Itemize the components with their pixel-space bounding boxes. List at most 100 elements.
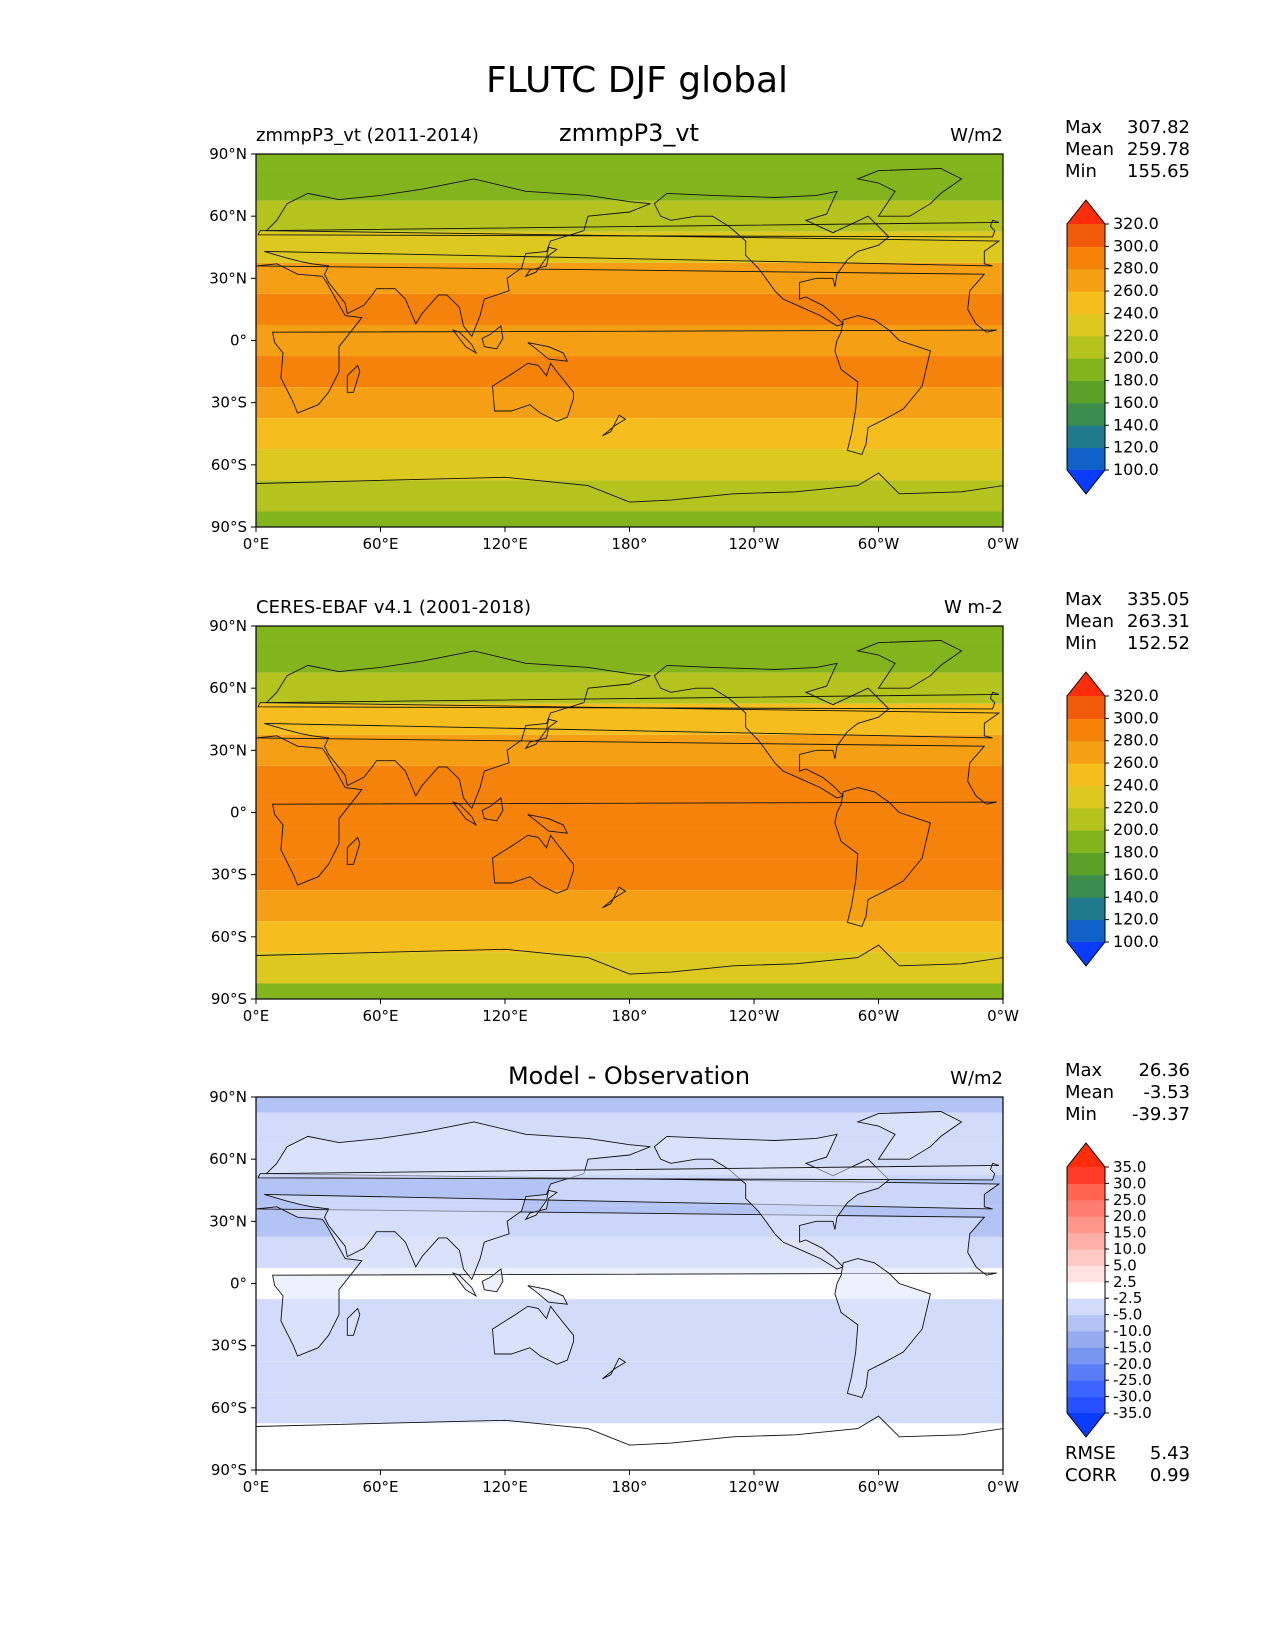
lon-tick-label: 0°E [243,1478,270,1496]
lon-tick-label: 120°W [729,1007,780,1025]
colorbar-segment [1067,402,1105,426]
colorbar-label: 35.0 [1113,1158,1146,1176]
colorbar-segment [1067,919,1105,943]
lat-tick-label: 90°N [209,1088,247,1106]
colorbar-label: 300.0 [1113,236,1159,255]
lat-tick-label: 90°S [211,1461,247,1479]
zonal-band [256,387,1003,419]
lat-tick-label: 60°S [211,928,247,946]
colorbar-segment [1067,335,1105,359]
lat-tick-label: 60°N [209,679,247,697]
lon-tick-label: 0°E [243,1007,270,1025]
colorbar-label: 320.0 [1113,214,1159,233]
colorbar-segment [1067,785,1105,809]
figure-title: FLUTC DJF global [486,60,788,101]
stat-label: Min [1065,161,1097,182]
stat-value: 263.31 [1127,611,1190,632]
continent-madagascar [346,836,361,865]
lat-tick-label: 30°N [209,269,247,287]
continent-europe-asia [264,650,1001,810]
colorbar-segment [1067,807,1105,831]
continent-new-guinea [527,342,569,362]
stat-label: Max [1065,117,1103,138]
stat-label: Mean [1065,1082,1114,1103]
coastlines [255,168,1004,528]
colorbar-segment [1067,246,1105,270]
continent-australia [492,1305,574,1365]
lon-tick-label: 0°W [987,1007,1019,1025]
stat-value: 0.99 [1150,1465,1190,1486]
zonal-band [256,921,1003,953]
colorbar-segment [1067,1380,1105,1398]
colorbar-label: 260.0 [1113,281,1159,300]
continent-uk [257,1162,1000,1181]
stat-label: Mean [1065,139,1114,160]
stat-value: 5.43 [1150,1443,1190,1464]
colorbar-label: 30.0 [1113,1174,1146,1192]
colorbar-label: 140.0 [1113,415,1159,434]
stat-value: 335.05 [1127,589,1190,610]
colorbar-segment [1067,1281,1105,1299]
continent-new-zealand [602,1357,627,1380]
lat-tick-label: 30°S [211,394,247,412]
stat-value: -39.37 [1132,1104,1190,1125]
lon-tick-label: 120°E [482,535,528,553]
panel-left-title: zmmpP3_vt (2011-2014) [256,125,479,146]
continent-south-america [834,787,931,928]
continent-japan [524,1189,558,1221]
continent-madagascar [346,364,361,393]
continent-south-america [834,1258,931,1399]
colorbar-extend-min [1067,470,1105,494]
colorbar-label: 100.0 [1113,932,1159,951]
colorbar-label: -35.0 [1113,1404,1152,1422]
continent-africa [255,735,997,886]
zonal-band [256,796,1003,829]
continent-greenland [856,168,963,217]
lon-tick-label: 120°W [729,1478,780,1496]
continent-greenland [856,640,963,689]
lon-tick-label: 60°E [362,535,398,553]
colorbar-segment [1067,830,1105,854]
colorbar-extend-max [1067,1143,1105,1167]
continent-south-america [834,315,931,456]
colorbar-label: 120.0 [1113,438,1159,457]
colorbar-segment [1067,852,1105,876]
colorbar-segment [1067,1314,1105,1332]
colorbar-segment [1067,1216,1105,1234]
colorbar-label: 25.0 [1113,1191,1146,1209]
colorbar-label: 5.0 [1113,1256,1137,1274]
colorbar-label: 200.0 [1113,820,1159,839]
colorbar-label: 10.0 [1113,1240,1146,1258]
panel-3: 90°N 60°N 30°N 0° 30°S 60°S 90°S0°E 60°E 120°E 18… [209,1060,1190,1496]
stat-value: 152.52 [1127,633,1190,654]
colorbar-segment [1067,425,1105,449]
map-field [256,626,1003,999]
lat-tick-label: 60°N [209,1150,247,1168]
lat-tick-label: 90°S [211,518,247,536]
lat-tick-label: 90°N [209,617,247,635]
zonal-band [256,418,1003,450]
continent-new-zealand [602,414,627,437]
colorbar-segment [1067,291,1105,314]
colorbar-extend-max [1067,200,1105,224]
stat-label: Mean [1065,611,1114,632]
panel-units: W m-2 [944,597,1003,618]
colorbar-label: 200.0 [1113,348,1159,367]
zonal-band [256,1392,1003,1424]
continent-borneo [481,797,504,822]
continent-europe-asia [264,1121,1001,1281]
stat-value: -3.53 [1143,1082,1190,1103]
lon-tick-label: 120°E [482,1007,528,1025]
colorbar-label: 20.0 [1113,1207,1146,1225]
colorbar-extend-min [1067,942,1105,966]
continent-north-america [653,662,890,799]
continent-new-zealand [602,886,627,909]
colorbar-label: 2.5 [1113,1273,1137,1291]
colorbar-label: 320.0 [1113,686,1159,705]
colorbar: 35.030.025.020.015.010.05.02.5-2.5-5.0-1… [1066,1142,1152,1438]
lat-tick-label: 30°N [209,741,247,759]
colorbar-label: -5.0 [1113,1306,1142,1324]
stat-label: CORR [1065,1465,1117,1486]
stat-label: Min [1065,1104,1097,1125]
lon-tick-label: 0°W [987,1478,1019,1496]
